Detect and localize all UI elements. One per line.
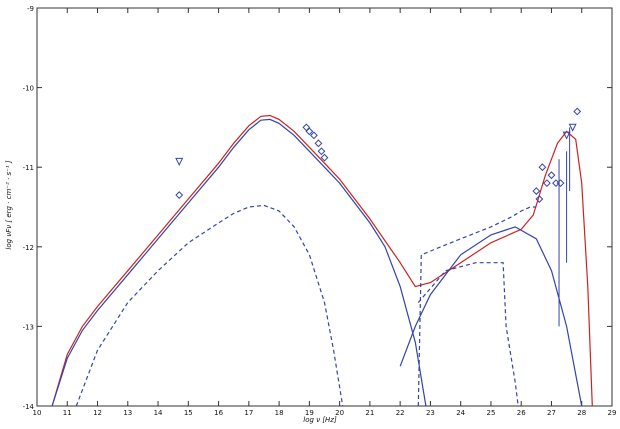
y-tick-label: -13	[23, 323, 34, 331]
y-tick-label: -9	[27, 5, 34, 13]
x-tick-label: 25	[486, 409, 495, 417]
series-line-4	[75, 204, 344, 407]
x-tick-label: 23	[426, 409, 435, 417]
series-line-6	[417, 262, 519, 407]
y-axis-label: log νFν [ erg · cm⁻² · s⁻¹ ]	[5, 160, 13, 249]
data-point-triangle	[568, 123, 577, 132]
y-tick-label: -11	[23, 164, 34, 172]
data-point-diamond	[535, 195, 544, 203]
plot-frame	[36, 7, 613, 407]
x-tick-label: 20	[335, 409, 344, 417]
x-tick-label: 21	[365, 409, 374, 417]
x-axis-label: log ν [Hz]	[303, 416, 337, 424]
x-tick-label: 29	[608, 409, 617, 417]
data-point-diamond	[314, 139, 323, 148]
x-tick-label: 17	[244, 409, 253, 417]
data-point-diamond	[552, 179, 560, 188]
x-tick-label: 11	[63, 409, 72, 417]
x-tick-label: 19	[305, 409, 314, 417]
series-line-1	[51, 114, 593, 407]
data-point-triangle	[175, 157, 184, 166]
data-point-diamond	[538, 163, 547, 172]
x-tick-label: 10	[33, 409, 42, 417]
x-tick-label: 13	[123, 409, 132, 417]
x-tick-label: 27	[547, 409, 556, 417]
axis-ticks: 10 11 12 13 14 15 16 17 18 19 20 21 22 23 24 25 26 27 28 29…	[23, 5, 617, 417]
marker-layer	[175, 107, 582, 327]
data-point-diamond	[543, 179, 551, 188]
data-point-diamond	[317, 147, 326, 156]
series-line-2	[51, 118, 427, 407]
data-point-diamond	[573, 107, 582, 116]
data-point-diamond	[305, 127, 314, 136]
series-line-5	[417, 206, 537, 407]
x-tick-label: 28	[577, 409, 586, 417]
data-point-diamond	[556, 179, 565, 188]
x-tick-label: 18	[275, 409, 284, 417]
y-tick-label: -10	[23, 85, 34, 93]
x-tick-label: 14	[154, 409, 163, 417]
x-tick-label: 22	[396, 409, 405, 417]
y-tick-label: -12	[23, 244, 34, 252]
y-tick-label: -14	[23, 403, 35, 411]
data-point-triangle	[562, 131, 571, 140]
data-point-diamond	[532, 187, 541, 195]
x-tick-label: 15	[184, 409, 193, 417]
series-line-3	[399, 226, 583, 407]
x-tick-label: 16	[214, 409, 223, 417]
x-tick-label: 12	[93, 409, 102, 417]
data-point-diamond	[320, 153, 329, 162]
series-layer	[51, 114, 593, 407]
x-tick-label: 24	[456, 409, 465, 417]
data-point-diamond	[547, 171, 556, 180]
x-tick-label: 26	[517, 409, 526, 417]
data-point-diamond	[310, 131, 318, 140]
data-point-diamond	[175, 191, 184, 199]
